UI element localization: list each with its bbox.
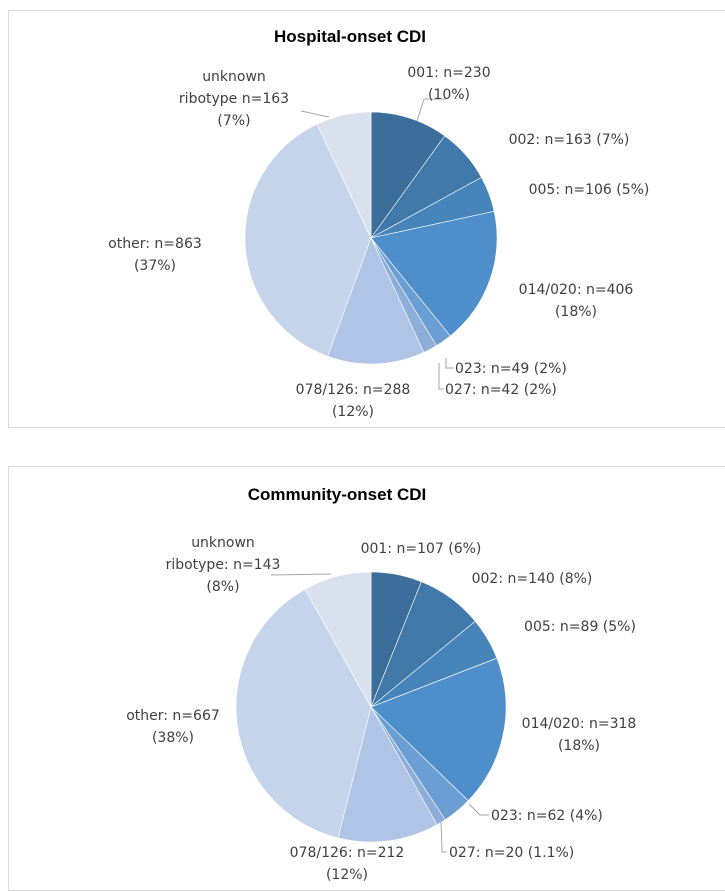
pie-slice-unknown-ribotype xyxy=(304,571,372,709)
data-label-line: 027: n=42 (2%) xyxy=(445,382,557,398)
data-label-line: (10%) xyxy=(428,87,470,103)
data-label-line: 002: n=163 (7%) xyxy=(509,132,630,148)
data-label-line: 005: n=106 (5%) xyxy=(529,182,650,198)
data-label-other: other: n=667 (38%) xyxy=(126,708,220,746)
data-label-002: 002: n=140 (8%) xyxy=(472,571,593,587)
data-label-078-126: 078/126: n=288 (12%) xyxy=(296,382,411,420)
data-label-line: unknown xyxy=(202,69,266,85)
data-label-line: other: n=667 xyxy=(126,708,220,724)
data-label-line: (12%) xyxy=(326,867,368,883)
data-label-014-020: 014/020: n=318 (18%) xyxy=(522,716,637,754)
leader-line-027 xyxy=(438,363,444,390)
data-label-005: 005: n=89 (5%) xyxy=(524,619,636,635)
pie-slice-014-020 xyxy=(370,210,498,337)
data-label-line: 078/126: n=288 xyxy=(296,382,411,398)
data-label-line: ribotype n=163 xyxy=(179,91,289,107)
data-label-line: 014/020: n=406 xyxy=(519,282,634,298)
data-label-line: (37%) xyxy=(134,258,176,274)
data-label-line: unknown xyxy=(191,535,255,551)
pie-slice-unknown-ribotype xyxy=(316,111,372,239)
data-label-other: other: n=863 (37%) xyxy=(108,236,202,274)
leader-line-023 xyxy=(445,358,454,369)
pie-slice-014-020 xyxy=(370,657,507,802)
data-label-027: 027: n=42 (2%) xyxy=(445,382,557,398)
community-onset-chart-panel: Community-onset CDI 001: n=107 (6%) 002: … xyxy=(8,466,725,891)
pie-slice-other xyxy=(235,588,372,839)
data-label-002: 002: n=163 (7%) xyxy=(509,132,630,148)
community-onset-pie-chart: Community-onset CDI 001: n=107 (6%) 002: … xyxy=(126,485,637,883)
data-label-023: 023: n=62 (4%) xyxy=(491,808,603,824)
chart-title: Hospital-onset CDI xyxy=(274,27,426,46)
data-label-unknown-ribotype: unknown ribotype: n=143 (8%) xyxy=(166,535,281,595)
data-label-078-126: 078/126: n=212 (12%) xyxy=(290,845,405,883)
data-label-014-020: 014/020: n=406 (18%) xyxy=(519,282,634,320)
data-label-line: (12%) xyxy=(332,404,374,420)
leader-line-027 xyxy=(440,821,447,853)
data-label-line: 001: n=107 (6%) xyxy=(361,541,482,557)
leader-line-unknown-ribotype xyxy=(300,110,330,118)
data-label-line: ribotype: n=143 xyxy=(166,557,281,573)
data-label-line: 002: n=140 (8%) xyxy=(472,571,593,587)
data-label-line: 023: n=62 (4%) xyxy=(491,808,603,824)
data-label-001: 001: n=107 (6%) xyxy=(361,541,482,557)
leader-line-unknown-ribotype xyxy=(270,573,332,576)
data-label-023: 023: n=49 (2%) xyxy=(455,361,567,377)
data-label-line: (7%) xyxy=(217,113,250,129)
data-label-line: (18%) xyxy=(555,304,597,320)
data-label-line: (38%) xyxy=(152,730,194,746)
leader-line-001 xyxy=(416,98,447,122)
data-label-line: 001: n=230 xyxy=(407,65,490,81)
data-label-005: 005: n=106 (5%) xyxy=(529,182,650,198)
data-label-027: 027: n=20 (1.1%) xyxy=(449,845,574,861)
data-label-unknown-ribotype: unknown ribotype n=163 (7%) xyxy=(179,69,289,129)
hospital-onset-pie-chart: Hospital-onset CDI 001: n=230 (10%) 002: n… xyxy=(108,27,650,420)
data-label-line: other: n=863 xyxy=(108,236,202,252)
data-label-line: (18%) xyxy=(558,738,600,754)
pie-slice-001 xyxy=(370,111,446,239)
data-label-line: 014/020: n=318 xyxy=(522,716,637,732)
data-label-line: 078/126: n=212 xyxy=(290,845,405,861)
leader-line-023 xyxy=(468,803,489,816)
pie-slice-other xyxy=(244,123,372,357)
chart-title: Community-onset CDI xyxy=(248,485,427,504)
pie-slice-078-126 xyxy=(327,237,425,365)
data-label-001: 001: n=230 (10%) xyxy=(407,65,490,103)
hospital-onset-chart-panel: Hospital-onset CDI 001: n=230 (10%) 002: n… xyxy=(8,10,725,428)
data-label-line: 005: n=89 (5%) xyxy=(524,619,636,635)
data-label-line: 023: n=49 (2%) xyxy=(455,361,567,377)
data-label-line: 027: n=20 (1.1%) xyxy=(449,845,574,861)
data-label-line: (8%) xyxy=(206,579,239,595)
